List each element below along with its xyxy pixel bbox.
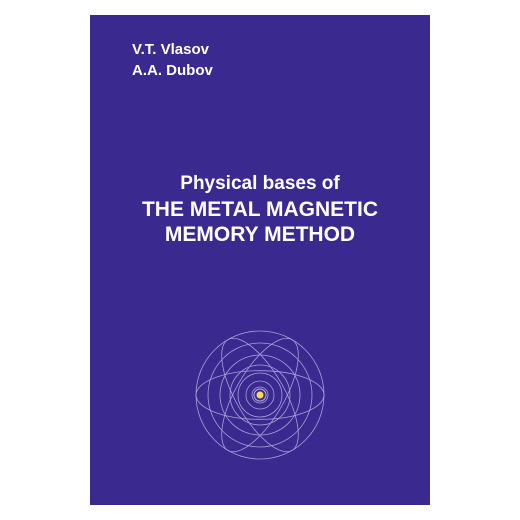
author-line-2: A.A. Dubov <box>132 60 213 81</box>
title-line-1: Physical bases of <box>110 173 410 195</box>
author-line-1: V.T. Vlasov <box>132 39 213 60</box>
title-line-3: MEMORY METHOD <box>110 222 410 247</box>
title-line-2: THE METAL MAGNETIC <box>110 197 410 222</box>
authors-block: V.T. Vlasov A.A. Dubov <box>132 39 213 81</box>
atom-diagram-icon <box>190 325 330 465</box>
book-cover: V.T. Vlasov A.A. Dubov Physical bases of… <box>90 15 430 505</box>
title-block: Physical bases of THE METAL MAGNETIC MEM… <box>90 173 430 247</box>
